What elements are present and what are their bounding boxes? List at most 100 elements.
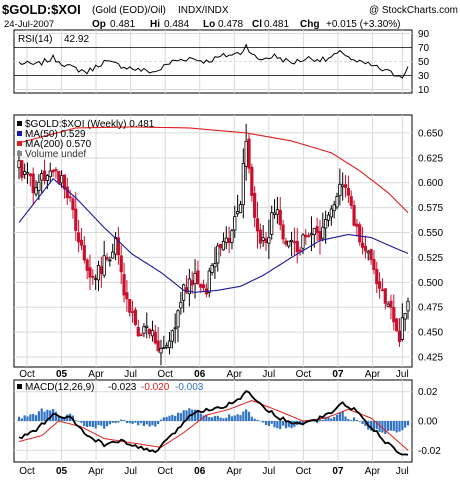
macd-histogram-bar [154, 421, 157, 427]
legend-swatch-ma50 [17, 131, 22, 136]
quote-date: 24-Jul-2007 [4, 19, 54, 30]
x-top-label-11: Jul [396, 369, 409, 380]
symbol-description: (Gold (EOD)/Oil) [92, 5, 166, 16]
high-value: 0.484 [164, 19, 189, 30]
macd-histogram-bar [259, 420, 262, 422]
macd-histogram-bar [86, 421, 89, 427]
macd-histogram-bar [369, 421, 373, 431]
macd-histogram-bar [267, 421, 270, 426]
candle-body [221, 240, 226, 251]
candle-body [34, 187, 38, 195]
macd-histogram-bar [151, 421, 154, 426]
candle-body [298, 249, 302, 252]
x-top-label-4: Oct [157, 369, 173, 380]
macd-histogram-bar [284, 421, 288, 429]
macd-histogram-bar [91, 421, 94, 428]
candle-body [383, 288, 387, 304]
candle-body [51, 170, 55, 173]
candle-body [20, 160, 24, 178]
macd-histogram-bar [344, 416, 347, 421]
macd-histogram-bar [54, 411, 58, 421]
candle-body [57, 170, 61, 184]
legend-swatch-price [17, 121, 22, 126]
macd-swatch [17, 384, 22, 389]
macd-histogram-bar [122, 420, 126, 421]
macd-histogram-bar [20, 418, 23, 421]
candle-body [230, 230, 234, 243]
macd-histogram-bar [247, 411, 251, 421]
candle-body [71, 198, 75, 211]
price-tick-0: 0.650 [418, 128, 443, 139]
price-tick-4: 0.550 [418, 228, 443, 239]
candle-body [128, 299, 132, 313]
price-tick-2: 0.600 [418, 178, 443, 189]
macd-histogram-bar [341, 411, 344, 421]
macd-histogram-bar [219, 417, 222, 421]
macd-tick-0: 0.02 [418, 387, 438, 398]
macd-histogram-bar [43, 411, 46, 421]
candle-body [133, 309, 138, 325]
macd-histogram-bar [199, 413, 202, 421]
open-label: Op [92, 19, 106, 30]
candle-body [130, 311, 135, 313]
x-top-label-7: Jul [262, 369, 275, 380]
macd-histogram-bar [318, 418, 322, 421]
candle-body [31, 173, 35, 194]
macd-histogram-bar [171, 414, 174, 421]
candle-body [292, 241, 297, 244]
candle-body [136, 326, 140, 337]
macd-histogram-bar [157, 421, 160, 425]
macd-histogram-bar [88, 421, 92, 427]
candle-body [184, 287, 189, 293]
macd-histogram-bar [193, 409, 197, 421]
macd-histogram-bar [313, 421, 316, 422]
candle-body [48, 170, 52, 178]
x-bottom-label-3: Jul [124, 466, 137, 477]
macd-histogram-bar [281, 421, 285, 426]
change-label: Chg [300, 19, 319, 30]
candle-body [88, 267, 92, 278]
macd-histogram-bar [228, 414, 231, 421]
x-top-label-5: 06 [194, 369, 206, 380]
macd-histogram-bar [176, 412, 180, 421]
candle-body [366, 251, 370, 254]
macd-histogram-bar [148, 421, 151, 427]
macd-histogram-bar [335, 414, 339, 421]
x-top-label-1: 05 [56, 369, 68, 380]
close-label: Cl [252, 19, 262, 30]
price-tick-6: 0.500 [418, 278, 443, 289]
x-top-label-3: Jul [124, 369, 137, 380]
candle-body [142, 326, 146, 334]
macd-histogram-bar [372, 421, 376, 432]
candle-body [190, 280, 194, 286]
x-top-label-6: Apr [226, 369, 242, 380]
macd-histogram-bar [253, 418, 256, 421]
macd-histogram-bar [401, 421, 404, 431]
candle-body [372, 259, 376, 270]
macd-label: MACD(12,26,9) [25, 382, 94, 393]
macd-histogram-bar [389, 421, 393, 431]
candle-body [65, 186, 69, 199]
candle-body [187, 278, 191, 295]
macd-histogram-bar [239, 415, 242, 421]
candle-body [216, 245, 220, 264]
candle-body [389, 300, 393, 308]
candle-body [318, 231, 322, 241]
candle-body [255, 218, 260, 232]
candle-body [210, 264, 214, 273]
macd-histogram-bar [404, 421, 407, 428]
candle-body [275, 209, 279, 215]
macd-histogram-bar [134, 421, 137, 423]
candle-body [139, 334, 143, 337]
candle-body [108, 259, 112, 262]
macd-histogram-bar [128, 421, 131, 424]
macd-histogram-bar [125, 421, 128, 424]
macd-histogram-bar [287, 421, 290, 428]
macd-histogram-bar [327, 417, 330, 421]
macd-histogram-bar [236, 414, 239, 421]
candle-body [37, 181, 41, 192]
macd-histogram-bar [398, 421, 401, 432]
legend-price: $GOLD:$XOI (Weekly) 0.481 [25, 119, 155, 130]
macd-histogram-bar [279, 421, 282, 430]
candle-body [247, 138, 251, 169]
